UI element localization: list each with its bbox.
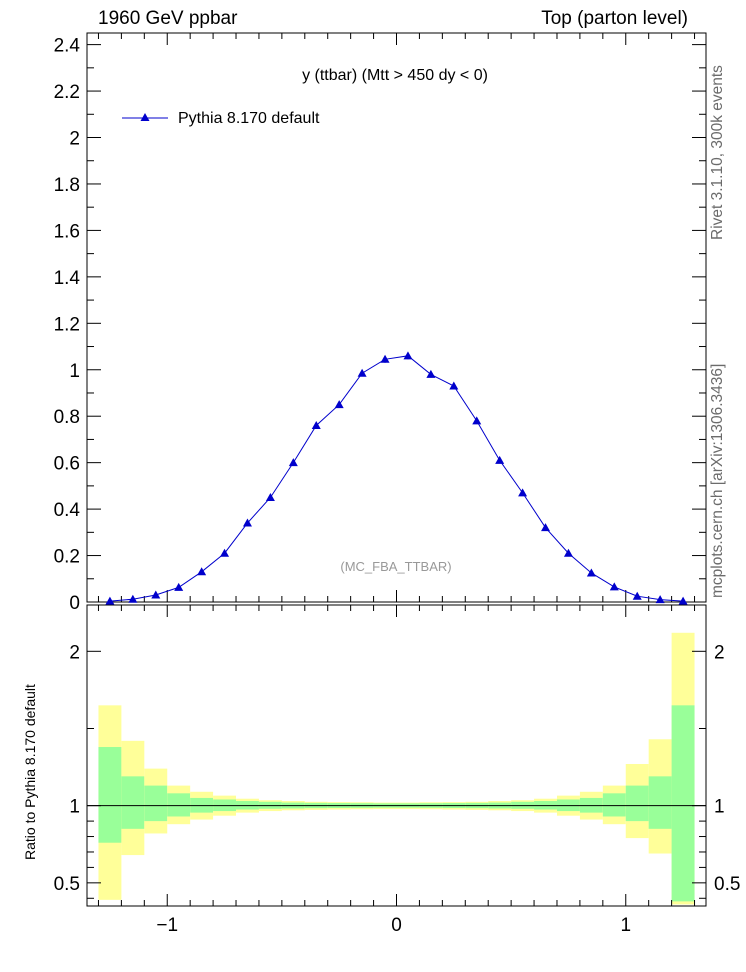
data-point-marker <box>403 351 413 360</box>
data-point-marker <box>311 420 321 429</box>
chart-title: y (ttbar) (Mtt > 450 dy < 0) <box>302 67 488 84</box>
ratio-band-inner <box>648 776 672 829</box>
ratio-y-axis-label: Ratio to Pythia 8.170 default <box>22 684 38 860</box>
y-tick-label: 0.2 <box>54 547 80 568</box>
y-tick-label: 1.4 <box>54 268 81 289</box>
header-energy-label: 1960 GeV ppbar <box>98 8 238 29</box>
ratio-plot-frame <box>86 604 707 907</box>
y-tick-label: 1 <box>69 361 80 382</box>
ratio-y-tick-label-right: 0.5 <box>714 874 740 895</box>
ratio-y-tick-label: 0.5 <box>54 874 80 895</box>
data-point-marker <box>197 567 207 576</box>
x-tick-label: 1 <box>620 915 631 936</box>
legend-entry-label: Pythia 8.170 default <box>178 110 320 127</box>
ratio-band-inner <box>167 793 191 817</box>
data-point-marker <box>357 368 367 377</box>
ratio-band-inner <box>602 793 626 817</box>
y-tick-label: 0.6 <box>54 454 80 475</box>
data-point-marker <box>380 354 390 363</box>
data-point-marker <box>586 568 596 577</box>
data-point-marker <box>563 548 573 557</box>
ratio-band-inner <box>98 747 122 843</box>
y-tick-label: 2 <box>69 129 80 150</box>
axes-layer: −1 0 1 0 0.2 0.4 0.6 0.8 1 1.2 1.4 1.6 1.8 2 2.2 2.4 0.5… <box>54 32 740 936</box>
data-point-marker <box>220 548 230 557</box>
data-point-marker <box>632 591 642 600</box>
ratio-band-inner <box>625 785 649 822</box>
ratio-y-tick-label-right: 2 <box>714 642 725 663</box>
data-layer <box>105 351 688 605</box>
y-tick-label: 2.2 <box>54 82 80 103</box>
x-tick-label: −1 <box>156 915 178 936</box>
ratio-y-tick-label: 2 <box>69 642 80 663</box>
series-line <box>109 355 684 602</box>
data-point-marker <box>678 596 688 605</box>
data-point-marker <box>105 596 115 605</box>
ratio-band-inner <box>671 705 695 902</box>
data-point-marker <box>151 590 161 599</box>
data-point-marker <box>288 458 298 467</box>
y-tick-label: 1.6 <box>54 221 80 242</box>
data-point-marker <box>655 595 665 604</box>
header-process-label: Top (parton level) <box>541 8 688 29</box>
data-point-marker <box>518 488 528 497</box>
y-tick-label: 0 <box>69 593 80 614</box>
y-tick-label: 0.4 <box>54 500 81 521</box>
data-point-marker <box>128 594 138 603</box>
data-point-marker <box>174 582 184 591</box>
y-tick-label: 1.2 <box>54 314 80 335</box>
y-tick-label: 0.8 <box>54 407 80 428</box>
data-point-marker <box>265 492 275 501</box>
data-point-marker <box>495 455 505 464</box>
data-point-marker <box>449 381 459 390</box>
ratio-band-inner <box>121 776 145 829</box>
data-point-marker <box>472 416 482 425</box>
ratio-y-tick-label-right: 1 <box>714 797 725 818</box>
data-point-marker <box>334 400 344 409</box>
ratio-bands-layer <box>87 632 706 905</box>
ratio-band-inner <box>144 785 168 822</box>
ratio-y-tick-label: 1 <box>69 797 80 818</box>
data-point-marker <box>426 369 436 378</box>
data-point-marker <box>541 523 551 532</box>
legend-triangle-marker <box>140 113 150 121</box>
analysis-watermark: (MC_FBA_TTBAR) <box>340 559 451 574</box>
y-tick-label: 2.4 <box>54 36 81 57</box>
data-point-marker <box>242 518 252 527</box>
x-tick-label: 0 <box>391 915 402 936</box>
data-point-marker <box>609 582 619 591</box>
y-tick-label: 1.8 <box>54 175 80 196</box>
